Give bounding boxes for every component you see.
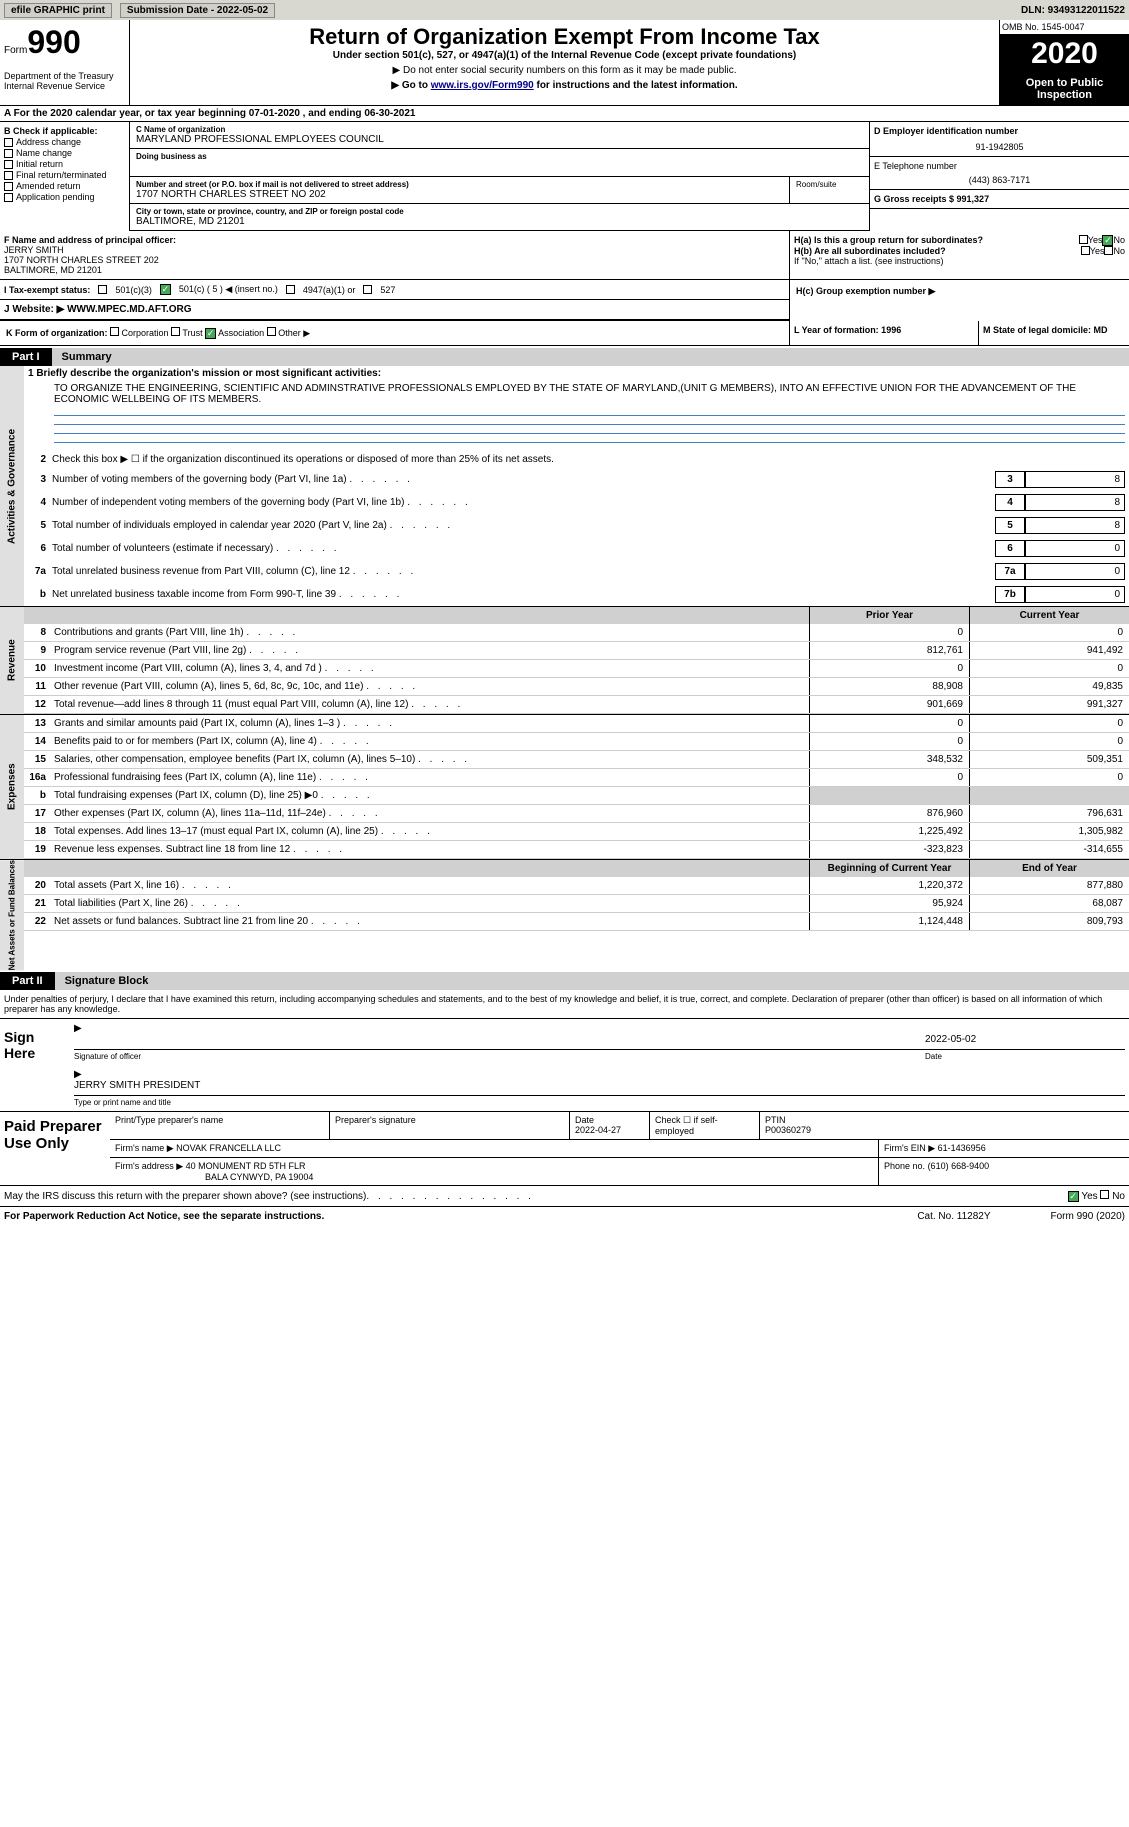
mission-text: TO ORGANIZE THE ENGINEERING, SCIENTIFIC … [24,381,1129,407]
sign-here-label: Sign Here [0,1019,70,1111]
part2-num: Part II [0,972,55,990]
form-subtitle: Under section 501(c), 527, or 4947(a)(1)… [134,50,995,61]
footer-left: For Paperwork Reduction Act Notice, see … [4,1211,324,1222]
room-label: Room/suite [789,177,869,203]
form-of-org: K Form of organization: Corporation Trus… [0,321,789,345]
tax-year: 2020 [1002,37,1127,71]
sub2: ▶ Do not enter social security numbers o… [134,65,995,76]
open-inspection: Open to Public Inspection [1000,73,1129,105]
irs-link[interactable]: www.irs.gov/Form990 [431,80,534,91]
officer-addr2: BALTIMORE, MD 21201 [4,265,785,275]
submission-btn[interactable]: Submission Date - 2022-05-02 [120,3,275,18]
addr-label: Number and street (or P.O. box if mail i… [136,180,783,189]
cat-no: Cat. No. 11282Y [917,1211,990,1222]
dept-text: Department of the Treasury Internal Reve… [4,71,125,91]
omb-number: OMB No. 1545-0047 [1000,20,1129,35]
c-name-label: C Name of organization [136,125,863,134]
part1-title: Summary [52,348,1129,366]
f-label: F Name and address of principal officer: [4,235,785,245]
city-label: City or town, state or province, country… [136,207,863,216]
preparer-date: 2022-04-27 [575,1125,621,1135]
city-state-zip: BALTIMORE, MD 21201 [136,216,863,227]
col-current: Current Year [969,607,1129,624]
form-header: Form990 Department of the Treasury Inter… [0,20,1129,106]
form-number: 990 [27,24,80,60]
dba-label: Doing business as [136,152,863,161]
sidebar-governance: Activities & Governance [0,366,24,606]
top-bar: efile GRAPHIC print Submission Date - 20… [0,0,1129,20]
officer-printed: JERRY SMITH PRESIDENT [74,1080,200,1095]
firm-ein: 61-1436956 [938,1143,986,1153]
sidebar-expenses: Expenses [0,715,24,859]
row-a: A For the 2020 calendar year, or tax yea… [0,106,1129,122]
officer-name: JERRY SMITH [4,245,785,255]
street-addr: 1707 NORTH CHARLES STREET NO 202 [136,189,783,200]
penalties-text: Under penalties of perjury, I declare th… [0,990,1129,1018]
col-end: End of Year [969,860,1129,877]
part1-num: Part I [0,348,52,366]
paid-preparer-label: Paid Preparer Use Only [0,1112,110,1185]
phone-value: (443) 863-7171 [874,175,1125,185]
footer-right: Form 990 (2020) [1051,1211,1125,1222]
ptin: P00360279 [765,1125,811,1135]
section-b: B Check if applicable: Address changeNam… [0,122,130,231]
website-row: J Website: ▶ WWW.MPEC.MD.AFT.ORG [0,300,789,321]
hc-box: H(c) Group exemption number ▶ [789,280,1129,321]
website-value[interactable]: WWW.MPEC.MD.AFT.ORG [67,304,191,315]
dln-text: DLN: 93493122011522 [1021,5,1125,16]
state-domicile: M State of legal domicile: MD [979,321,1129,345]
discuss-question: May the IRS discuss this return with the… [4,1191,366,1202]
form-title: Return of Organization Exempt From Incom… [134,24,995,50]
firm-name: NOVAK FRANCELLA LLC [176,1143,281,1153]
year-formation: L Year of formation: 1996 [790,321,979,345]
ein-label: D Employer identification number [874,126,1125,136]
firm-addr: 40 MONUMENT RD 5TH FLR [186,1161,306,1171]
tax-status-row: I Tax-exempt status: 501(c)(3) ✓501(c) (… [0,280,789,300]
sub3: ▶ Go to www.irs.gov/Form990 for instruct… [134,80,995,91]
sig-date: 2022-05-02 [925,1034,1125,1049]
officer-addr1: 1707 NORTH CHARLES STREET 202 [4,255,785,265]
sidebar-net: Net Assets or Fund Balances [0,860,24,970]
form-word: Form [4,45,27,56]
col-beginning: Beginning of Current Year [809,860,969,877]
gross-receipts: G Gross receipts $ 991,327 [874,194,1125,204]
org-name: MARYLAND PROFESSIONAL EMPLOYEES COUNCIL [136,134,863,145]
sidebar-revenue: Revenue [0,607,24,714]
firm-phone: (610) 668-9400 [928,1161,990,1171]
part2-title: Signature Block [55,972,1129,990]
phone-label: E Telephone number [874,161,1125,171]
ein-value: 91-1942805 [874,142,1125,152]
efile-btn[interactable]: efile GRAPHIC print [4,3,112,18]
col-prior: Prior Year [809,607,969,624]
